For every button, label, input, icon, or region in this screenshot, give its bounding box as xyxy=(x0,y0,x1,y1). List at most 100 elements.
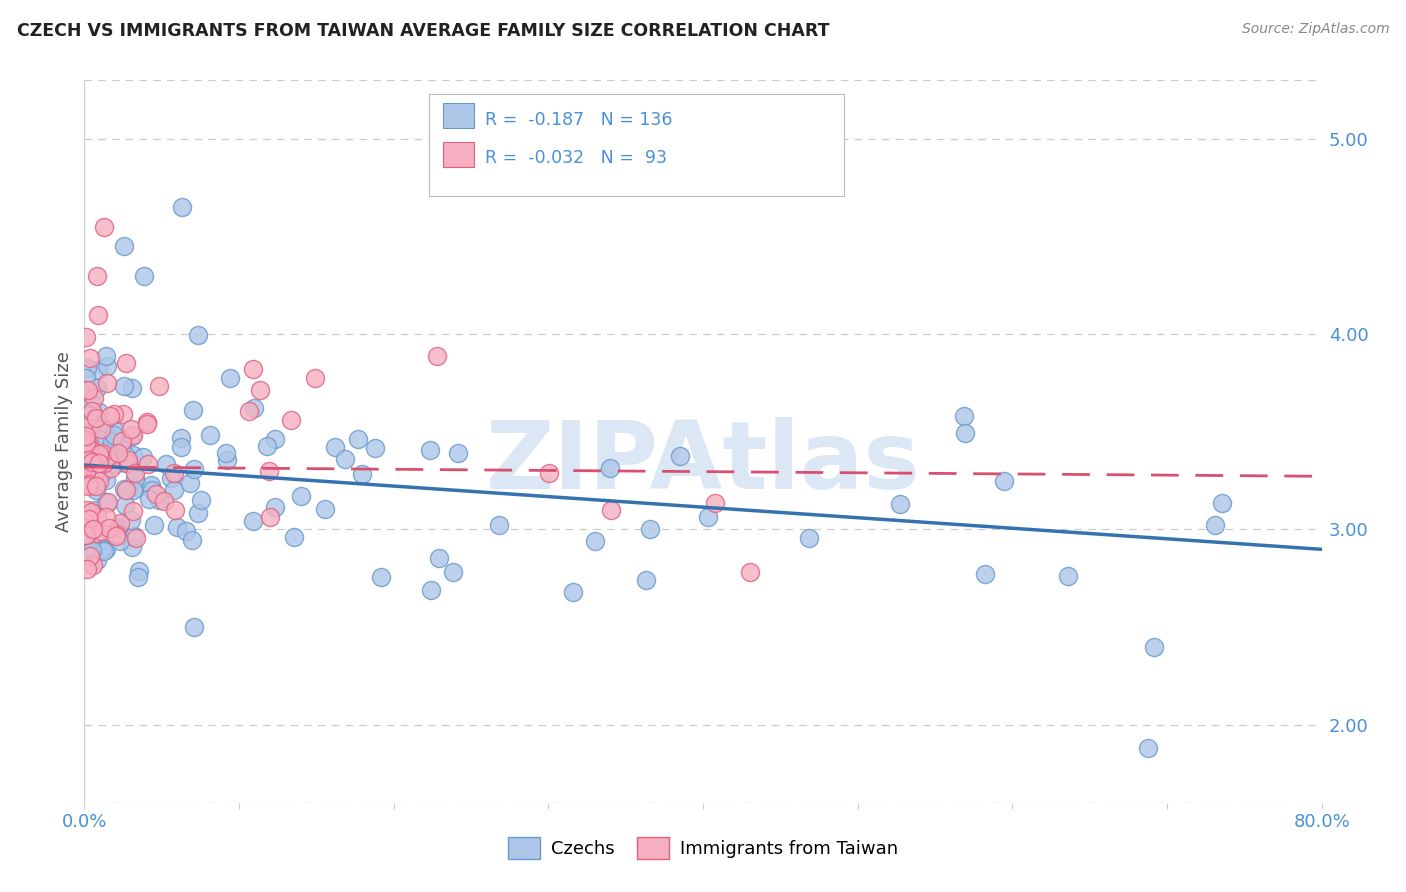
Point xyxy=(112,378,135,392)
Point xyxy=(112,239,135,253)
Point xyxy=(952,409,974,423)
Point xyxy=(104,527,127,541)
Point xyxy=(89,524,111,538)
Point xyxy=(98,521,121,535)
Point xyxy=(80,505,103,519)
Point xyxy=(97,443,120,458)
Point xyxy=(89,460,111,475)
Point xyxy=(82,558,104,572)
Point xyxy=(135,417,157,431)
Point xyxy=(75,330,97,344)
Point xyxy=(115,449,138,463)
Point xyxy=(166,519,188,533)
Point xyxy=(124,472,146,486)
Point xyxy=(108,516,131,530)
Point xyxy=(90,450,112,465)
Text: R =  -0.032   N =  93: R = -0.032 N = 93 xyxy=(485,149,666,167)
Point xyxy=(249,383,271,397)
Point xyxy=(75,436,97,450)
Point xyxy=(419,443,441,458)
Point xyxy=(104,522,127,536)
Point xyxy=(256,439,278,453)
Point xyxy=(91,443,114,458)
Point xyxy=(107,446,129,460)
Point xyxy=(77,447,100,461)
Point xyxy=(104,457,127,471)
Point xyxy=(242,401,264,415)
Point xyxy=(634,573,657,587)
Point xyxy=(96,376,118,390)
Point xyxy=(94,349,117,363)
Point xyxy=(103,434,125,449)
Point xyxy=(97,452,120,467)
Point xyxy=(93,219,115,234)
Point xyxy=(187,506,209,520)
Point xyxy=(953,425,976,440)
Point xyxy=(121,429,143,443)
Point xyxy=(93,422,115,436)
Point xyxy=(183,461,205,475)
Point xyxy=(426,349,449,363)
Point xyxy=(75,383,97,397)
Point xyxy=(77,438,100,452)
Point xyxy=(101,435,124,450)
Point xyxy=(75,444,97,458)
Point xyxy=(117,452,139,467)
Point xyxy=(181,533,204,548)
Point xyxy=(488,517,510,532)
Point xyxy=(80,417,103,432)
Point xyxy=(94,509,117,524)
Point xyxy=(114,498,136,512)
Point xyxy=(370,570,392,584)
Point xyxy=(974,567,997,582)
Point xyxy=(97,494,120,508)
Point xyxy=(79,351,101,365)
Point xyxy=(121,540,143,554)
Point xyxy=(100,456,122,470)
Point xyxy=(183,620,205,634)
Point xyxy=(77,471,100,485)
Point xyxy=(76,562,98,576)
Point xyxy=(75,408,97,422)
Point xyxy=(84,483,107,498)
Point xyxy=(75,428,97,442)
Point xyxy=(87,442,110,457)
Point xyxy=(103,407,125,421)
Point xyxy=(75,527,97,541)
Point xyxy=(75,465,97,479)
Point xyxy=(75,428,97,442)
Point xyxy=(80,397,103,411)
Point xyxy=(583,533,606,548)
Point xyxy=(79,459,101,474)
Point xyxy=(82,454,104,468)
Point xyxy=(112,407,135,421)
Point xyxy=(76,360,98,375)
Point xyxy=(215,452,238,467)
Point xyxy=(83,391,105,405)
Point xyxy=(76,503,98,517)
Point xyxy=(77,417,100,432)
Point xyxy=(127,570,149,584)
Point xyxy=(80,403,103,417)
Point xyxy=(219,371,242,385)
Point xyxy=(91,466,114,480)
Point xyxy=(80,443,103,458)
Point xyxy=(165,503,187,517)
Point xyxy=(75,532,97,546)
Point xyxy=(94,542,117,557)
Point xyxy=(121,503,143,517)
Point xyxy=(96,495,118,509)
Point xyxy=(86,460,108,475)
Point xyxy=(86,553,108,567)
Point xyxy=(122,449,145,463)
Point xyxy=(77,516,100,530)
Point xyxy=(80,438,103,452)
Point xyxy=(112,482,135,496)
Text: Source: ZipAtlas.com: Source: ZipAtlas.com xyxy=(1241,22,1389,37)
Point xyxy=(143,517,166,532)
Point xyxy=(259,510,281,524)
Point xyxy=(304,371,326,385)
Point xyxy=(75,457,97,471)
Point xyxy=(82,522,104,536)
Point xyxy=(1137,741,1160,756)
